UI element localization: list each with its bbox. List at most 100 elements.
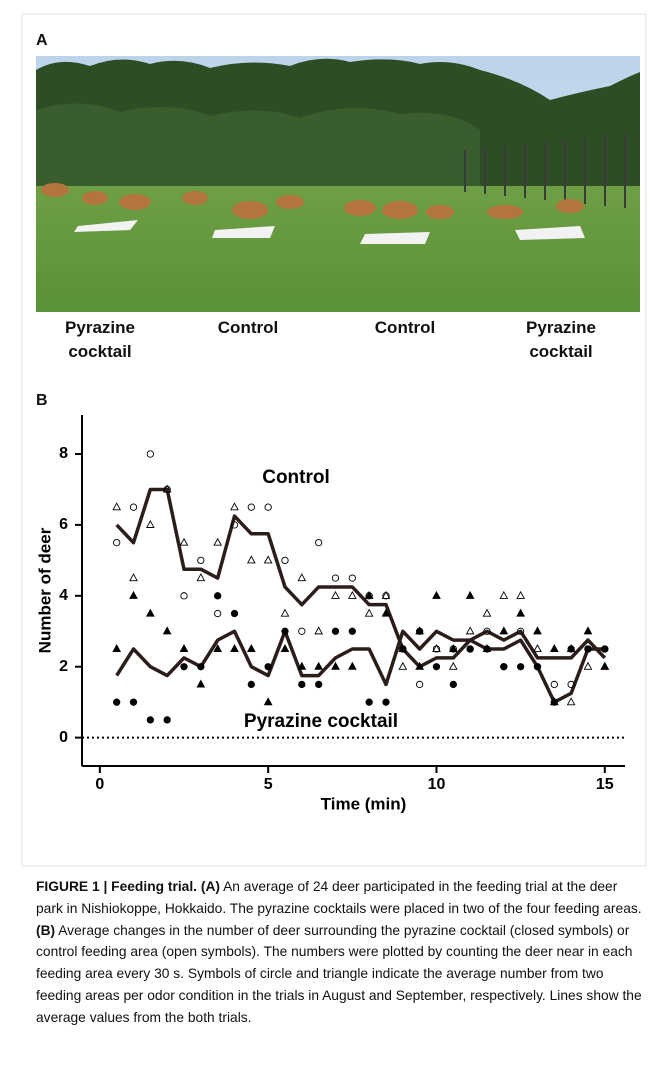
point: [112, 644, 122, 653]
photo-label: Control: [374, 318, 436, 337]
photo: [36, 56, 640, 312]
point: [365, 698, 373, 706]
y-tick-label: 0: [59, 729, 68, 746]
point: [246, 644, 256, 653]
caption-text: An average of 24 deer participated in th…: [36, 879, 642, 916]
point: [415, 627, 424, 635]
point: [230, 521, 239, 529]
point: [566, 697, 576, 706]
point: [584, 645, 592, 653]
point: [381, 608, 391, 617]
point: [113, 698, 121, 706]
point: [247, 503, 255, 511]
point: [415, 680, 424, 689]
point: [230, 609, 239, 618]
point: [465, 626, 475, 635]
point: [601, 645, 609, 653]
y-tick-label: 2: [59, 658, 68, 675]
point: [196, 573, 206, 582]
point: [112, 502, 122, 511]
point: [213, 537, 223, 546]
point: [146, 716, 154, 724]
y-tick-label: 4: [59, 587, 68, 604]
panel-label: B: [36, 392, 48, 409]
point: [197, 556, 205, 565]
point: [180, 592, 188, 600]
y-tick-label: 8: [59, 445, 68, 462]
point: [230, 644, 239, 653]
point: [533, 663, 542, 671]
y-tick-label: 6: [59, 516, 68, 533]
point: [533, 626, 542, 635]
point: [549, 644, 559, 653]
point: [550, 680, 558, 689]
point: [297, 573, 307, 582]
point: [297, 661, 307, 670]
series-label: Control: [262, 467, 330, 488]
point: [213, 644, 223, 653]
point: [600, 661, 610, 670]
point: [246, 555, 256, 564]
point: [364, 590, 374, 599]
caption: FIGURE 1 | Feeding trial. (A) An average…: [36, 876, 642, 1029]
point: [314, 626, 324, 635]
point: [315, 538, 323, 547]
point: [163, 716, 171, 724]
point: [298, 627, 306, 635]
point: [146, 450, 154, 458]
point: [331, 661, 340, 670]
point: [331, 627, 340, 635]
point: [196, 679, 206, 688]
point: [145, 519, 155, 528]
panel-label: A: [36, 32, 48, 49]
point: [129, 503, 138, 511]
point: [263, 697, 273, 706]
point: [398, 661, 408, 670]
point: [280, 644, 290, 653]
point: [298, 680, 306, 689]
point: [448, 644, 458, 653]
point: [179, 537, 189, 546]
point: [482, 608, 492, 617]
point: [129, 590, 138, 599]
point: [263, 555, 273, 564]
series-label: Pyrazine cocktail: [244, 711, 398, 732]
point: [449, 680, 457, 689]
point: [230, 502, 239, 511]
photo-label: Control: [217, 318, 279, 337]
caption-text: FIGURE 1 | Feeding trial. (A): [36, 879, 221, 894]
figure: 0 2 4 6 8 0 5 10 15 Time (min) Number of deer Contr…: [21, 13, 647, 867]
y-axis-title: Number of deer: [35, 527, 54, 653]
point: [516, 627, 525, 635]
point: [348, 627, 356, 635]
point: [281, 556, 289, 565]
point: [499, 626, 509, 635]
point: [214, 592, 222, 600]
point: [129, 573, 138, 582]
point: [197, 663, 205, 671]
point: [179, 644, 189, 653]
series-line: [115, 487, 607, 669]
point: [247, 680, 255, 689]
figure-frame: [21, 13, 647, 867]
point: [483, 627, 491, 635]
point: [162, 626, 172, 635]
point: [415, 661, 425, 670]
point: [315, 680, 323, 689]
point: [145, 608, 155, 617]
x-tick-label: 10: [428, 776, 446, 793]
point: [398, 644, 408, 653]
point: [466, 645, 474, 653]
point: [162, 484, 172, 493]
photo-label: Pyrazine cocktail: [526, 318, 596, 361]
point: [567, 680, 575, 689]
point: [550, 698, 558, 706]
point: [382, 698, 390, 706]
point: [448, 661, 458, 670]
point: [500, 663, 508, 671]
point: [281, 627, 289, 635]
point: [264, 503, 272, 511]
point: [566, 644, 576, 653]
series-line: [115, 629, 605, 704]
